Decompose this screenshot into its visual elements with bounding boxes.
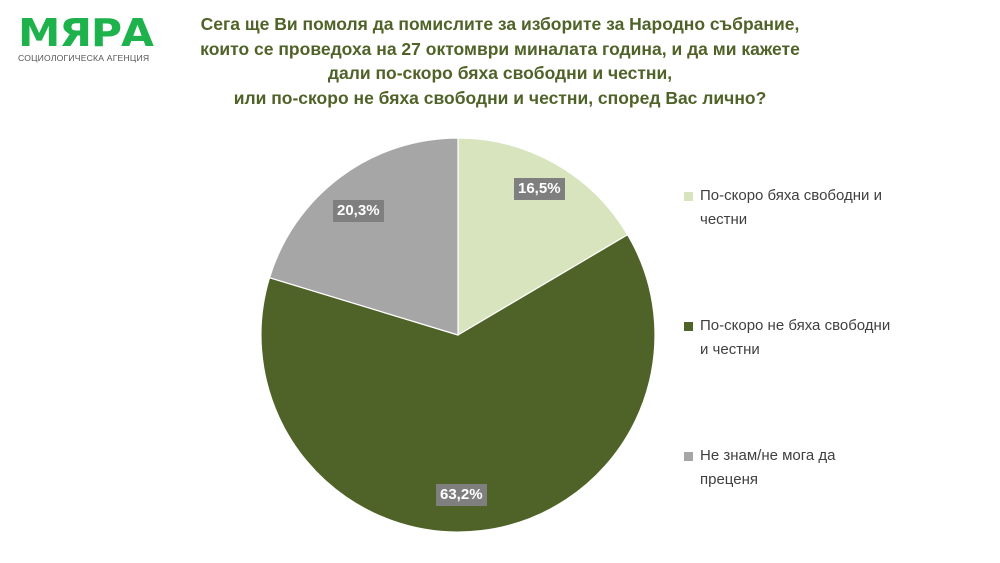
title-line-2: които се проведоха на 27 октомври минала… — [200, 38, 800, 59]
legend-label: По-скоро не бяха свободни — [700, 317, 891, 334]
title-line-1: Сега ще Ви помоля да помислите за избори… — [200, 14, 800, 34]
legend-label-cont: и честни — [700, 341, 760, 358]
legend-item-not-free-fair: По-скоро не бяха свободни и честни — [684, 314, 904, 362]
legend-item-free-fair: По-скоро бяха свободни и честни — [684, 184, 904, 232]
legend-swatch-icon — [684, 322, 693, 331]
chart-title: Сега ще Ви помоля да помислите за избори… — [190, 12, 810, 110]
title-line-4: или по-скоро не бяха свободни и честни, … — [233, 87, 767, 108]
title-line-3: дали по-скоро бяха свободни и честни, — [327, 63, 673, 83]
legend-item-dont-know: Не знам/не мога да преценя — [684, 444, 904, 492]
logo-wordmark: МЯРА — [18, 11, 154, 55]
legend-label: Не знам/не мога да — [700, 447, 836, 464]
legend-label-cont: преценя — [700, 471, 758, 488]
data-label-dont-know: 20,3% — [333, 200, 384, 222]
logo-subtitle: СОЦИОЛОГИЧЕСКА АГЕНЦИЯ — [18, 53, 150, 63]
legend-label: По-скоро бяха свободни и — [700, 187, 882, 204]
data-label-not-free-fair: 63,2% — [436, 484, 487, 506]
data-label-freely-fair: 16,5% — [514, 178, 565, 200]
logo: МЯРА СОЦИОЛОГИЧЕСКА АГЕНЦИЯ — [18, 14, 154, 63]
pie-slice-1 — [457, 137, 629, 337]
legend-swatch-icon — [684, 192, 693, 201]
pie-slice-2 — [260, 233, 656, 533]
legend-swatch-icon — [684, 452, 693, 461]
pie-slice-3 — [268, 137, 459, 336]
legend-label-cont: честни — [700, 211, 748, 228]
